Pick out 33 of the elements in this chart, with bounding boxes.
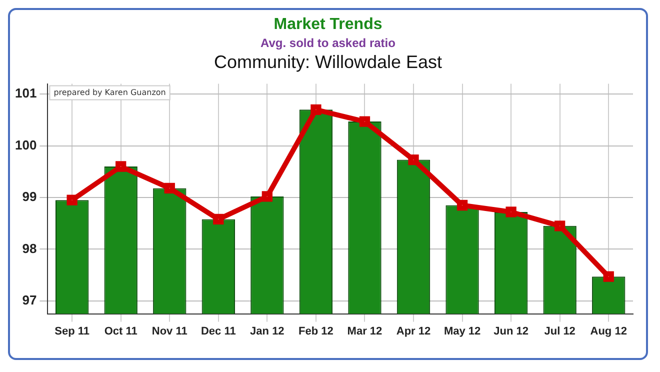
annotation: prepared by Karen Guanzon bbox=[54, 88, 166, 97]
point bbox=[554, 220, 566, 232]
x-tick-label: Jun 12 bbox=[494, 325, 528, 338]
x-tick-label: Nov 11 bbox=[152, 325, 188, 338]
point bbox=[310, 104, 322, 115]
text: Community: Willowdale East bbox=[212, 52, 444, 73]
point bbox=[66, 194, 78, 206]
point bbox=[213, 214, 224, 225]
point bbox=[116, 161, 126, 172]
x-tick-label: Jan 12 bbox=[250, 325, 284, 338]
x-tick-label: Jul 12 bbox=[544, 325, 576, 338]
point bbox=[262, 191, 273, 202]
y-tick-label: 101 bbox=[14, 86, 37, 101]
y-tick-label: 100 bbox=[14, 137, 37, 152]
point bbox=[506, 206, 516, 218]
y-tick-label: 99 bbox=[22, 189, 37, 204]
x-tick-label: May 12 bbox=[444, 325, 481, 338]
x-tick-label: Sep 11 bbox=[54, 325, 90, 338]
x-tick-label: Dec 11 bbox=[200, 325, 236, 338]
chart-subtitle: Avg. sold to asked ratio bbox=[260, 36, 396, 50]
point bbox=[164, 182, 175, 194]
y-tick-label: 97 bbox=[22, 292, 37, 308]
chart-title: Market Trends bbox=[272, 16, 384, 34]
x-tick-label: Oct 11 bbox=[104, 325, 138, 338]
x-tick-label: Feb 12 bbox=[298, 325, 334, 338]
point bbox=[359, 116, 370, 127]
point bbox=[456, 200, 468, 211]
point bbox=[408, 154, 419, 166]
x-tick-label: Apr 12 bbox=[396, 325, 431, 338]
y-tick-label: 98 bbox=[22, 240, 37, 256]
point bbox=[603, 271, 614, 282]
x-tick-label: Mar 12 bbox=[347, 325, 382, 338]
x-tick-label: Aug 12 bbox=[590, 325, 627, 338]
